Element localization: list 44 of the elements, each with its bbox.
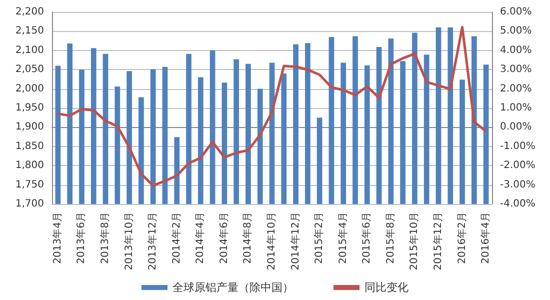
x-tick-label: 2015年8月: [384, 212, 396, 264]
y-tick-label: 1,900: [15, 122, 44, 133]
y2-tick-label: 2.00%: [500, 83, 532, 94]
y-tick-label: 2,000: [15, 83, 44, 94]
y2-tick-label: -3.00%: [500, 179, 536, 190]
x-tick-label: 2015年10月: [408, 212, 420, 270]
x-tick-label: 2015年2月: [313, 212, 326, 264]
x-tick-label: 2016年2月: [456, 212, 468, 264]
x-tick-label: 2014年4月: [194, 212, 206, 264]
y2-tick-label: 4.00%: [500, 44, 532, 56]
y-tick-label: 2,150: [15, 26, 44, 37]
x-tick-label: 2013年12月: [146, 212, 159, 270]
x-tick-label: 2013年6月: [75, 212, 88, 264]
y2-tick-label: -1.00%: [500, 140, 536, 152]
y-tick-label: 2,050: [15, 64, 44, 76]
y-tick-label: 1,700: [15, 198, 44, 210]
x-tick-label: 2014年10月: [266, 212, 278, 270]
y2-tick-label: -4.00%: [500, 198, 536, 210]
x-tick-label: 2014年8月: [242, 212, 254, 264]
y-tick-label: 1,950: [15, 102, 44, 114]
y2-tick-label: 3.00%: [500, 64, 532, 76]
x-tick-label: 2013年10月: [122, 212, 135, 270]
x-tick-label: 2015年4月: [336, 212, 349, 264]
y-tick-label: 1,800: [15, 160, 44, 172]
x-tick-label: 2015年6月: [360, 212, 373, 264]
line-series: [56, 26, 488, 187]
y2-tick-label: 5.00%: [500, 26, 532, 37]
legend-label: 同比变化: [364, 281, 408, 294]
x-tick-label: 2016年4月: [480, 212, 492, 264]
x-tick-label: 2013年8月: [99, 212, 112, 264]
x-tick-label: 2013年4月: [51, 212, 64, 264]
x-tick-label: 2014年6月: [218, 212, 230, 264]
y-tick-label: 1,850: [15, 140, 44, 152]
x-tick-label: 2015年12月: [432, 212, 444, 270]
x-tick-label: 2014年2月: [170, 212, 182, 264]
y2-tick-label: 0.00%: [500, 122, 532, 133]
x-tick-label: 2014年12月: [289, 212, 302, 270]
y-tick-label: 1,750: [15, 179, 44, 190]
y-tick-label: 2,100: [15, 44, 44, 56]
y2-tick-label: 6.00%: [500, 6, 532, 18]
legend-label: 全球原铝产量（除中国）: [172, 281, 294, 294]
y2-tick-label: 1.00%: [500, 102, 532, 114]
y-tick-label: 2,200: [15, 6, 44, 18]
y2-tick-label: -2.00%: [500, 160, 536, 172]
